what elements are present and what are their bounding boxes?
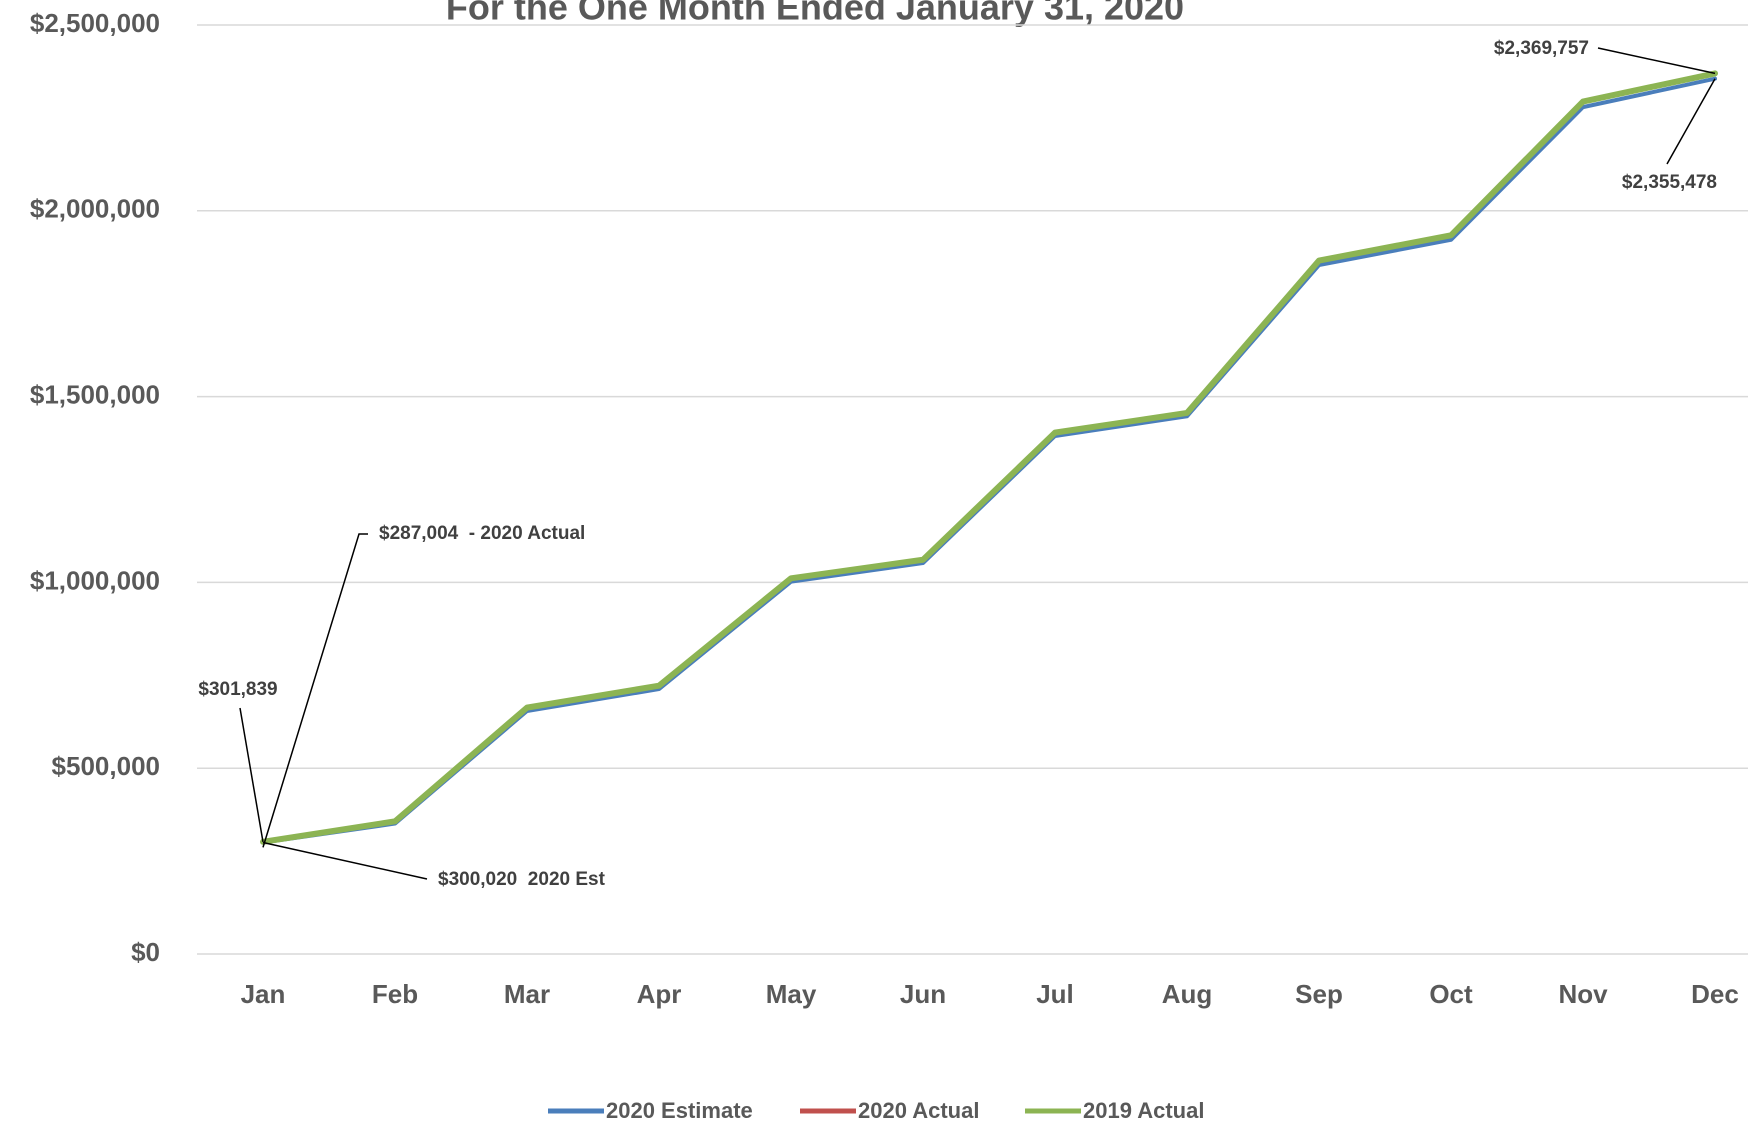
x-tick-label: Apr xyxy=(637,979,682,1009)
data-label: $300,020 2020 Est xyxy=(438,869,606,890)
leader-line xyxy=(1666,78,1716,165)
y-tick-label: $0 xyxy=(131,937,160,967)
leader-line xyxy=(1597,47,1716,75)
x-tick-label: Jul xyxy=(1036,979,1074,1009)
data-label: $2,369,757 xyxy=(1494,38,1589,59)
series-line xyxy=(261,76,1717,845)
series-line xyxy=(260,70,1718,845)
legend-label: 2020 Actual xyxy=(858,1098,979,1123)
data-label: $301,839 xyxy=(198,679,277,700)
y-tick-label: $500,000 xyxy=(52,751,160,781)
leader-line xyxy=(262,533,368,848)
x-tick-label: May xyxy=(766,979,817,1009)
x-tick-label: Jan xyxy=(241,979,286,1009)
y-tick-label: $1,500,000 xyxy=(30,379,160,409)
y-tick-label: $2,500,000 xyxy=(30,8,160,38)
x-tick-label: Nov xyxy=(1558,979,1608,1009)
x-tick-label: Dec xyxy=(1691,979,1739,1009)
y-tick-label: $1,000,000 xyxy=(30,565,160,595)
x-tick-label: Feb xyxy=(372,979,418,1009)
x-tick-label: Sep xyxy=(1295,979,1343,1009)
chart-title: For the One Month Ended January 31, 2020 xyxy=(446,0,1184,28)
legend-label: 2019 Actual xyxy=(1083,1098,1204,1123)
leader-line xyxy=(262,841,428,880)
leader-line xyxy=(239,707,264,842)
y-tick-label: $2,000,000 xyxy=(30,194,160,224)
legend-label: 2020 Estimate xyxy=(606,1098,753,1123)
x-tick-label: Jun xyxy=(900,979,946,1009)
data-label: $2,355,478 xyxy=(1622,172,1717,193)
x-tick-label: Aug xyxy=(1162,979,1213,1009)
data-label: $287,004 - 2020 Actual xyxy=(379,523,585,544)
x-tick-label: Oct xyxy=(1429,979,1473,1009)
x-tick-label: Mar xyxy=(504,979,550,1009)
